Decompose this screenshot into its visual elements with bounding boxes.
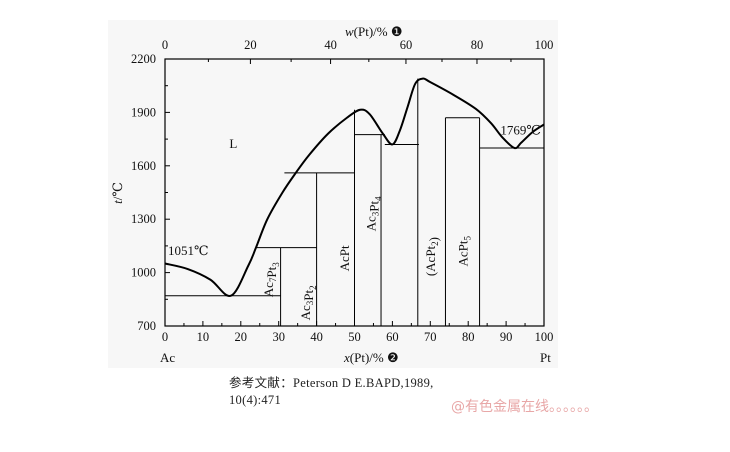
axis-ticks: 0 10 20 30 40 50 60 70 80 90 1000 20 40 60 80 100700100…: [131, 38, 553, 344]
phase-label-part: 3: [271, 262, 281, 267]
phase-label-acpt5: AcPt5: [455, 235, 472, 266]
phase-label-part: Pt: [264, 266, 279, 277]
phase-label-part: 2: [430, 241, 440, 246]
bottom-tick-label: 50: [348, 330, 361, 344]
phase-label-acpt: AcPt: [337, 245, 352, 271]
bottom-axis-left-end-label: Ac: [160, 350, 175, 365]
phase-label-part: 3: [370, 211, 380, 216]
phase-label-part: ): [426, 237, 441, 241]
phase-label-part: AcPt: [337, 245, 352, 271]
bottom-tick-label: 40: [310, 330, 323, 344]
y-tick-label: 2200: [131, 52, 156, 66]
bottom-tick-label: 70: [424, 330, 437, 344]
reference-line-1: 参考文献：Peterson D E.BAPD,1989,: [229, 376, 434, 390]
phase-label-ac3pt4: Ac3Pt4: [363, 196, 383, 232]
top-tick-label: 0: [162, 38, 168, 52]
annotation-liquid: L: [229, 136, 237, 151]
y-axis-title: t/℃: [110, 182, 125, 204]
bottom-tick-label: 30: [272, 330, 285, 344]
reference-line-2: 10(4):471: [229, 393, 281, 407]
top-tick-label: 20: [244, 38, 257, 52]
liquidus-curve: [164, 77, 545, 297]
top-tick-label: 100: [535, 38, 554, 52]
phase-label-part: 3: [305, 300, 315, 305]
bottom-tick-label: 100: [535, 330, 554, 344]
phase-label-acpt2: (AcPt2): [423, 237, 441, 276]
phase-label-part: 4: [373, 196, 383, 201]
bottom-tick-label: 10: [197, 330, 210, 344]
phase-label-part: (AcPt: [423, 245, 438, 276]
top-tick-label: 80: [471, 38, 484, 52]
bottom-axis-right-end-label: Pt: [540, 350, 551, 365]
phase-label-part: Pt: [301, 289, 316, 300]
phase-labels: L1051℃1769℃Ac7Pt3Ac3Pt2AcPtAc3Pt4(AcPt2)…: [168, 123, 541, 321]
phase-label-part: 7: [268, 277, 278, 282]
phase-boundaries: [165, 78, 544, 326]
bottom-tick-label: 60: [386, 330, 399, 344]
y-tick-label: 1300: [131, 212, 156, 226]
bottom-tick-label: 80: [462, 330, 475, 344]
watermark: @有色金属在线。。。。。。: [451, 399, 598, 415]
bottom-axis-title: x(Pt)/% ❷: [343, 350, 399, 365]
phase-label-part: Ac: [298, 305, 313, 320]
top-tick-label: 40: [324, 38, 337, 52]
top-tick-label: 60: [400, 38, 413, 52]
phase-label-part: Ac: [261, 282, 276, 297]
figure-panel-background: [108, 20, 558, 368]
phase-label-ac7pt3: Ac7Pt3: [261, 262, 281, 298]
phase-label-part: Pt: [366, 200, 381, 211]
phase-label-part: 2: [308, 285, 318, 290]
y-tick-label: 1900: [131, 105, 156, 119]
bottom-tick-label: 0: [162, 330, 168, 344]
y-tick-label: 700: [137, 319, 156, 333]
bottom-tick-label: 90: [500, 330, 513, 344]
top-axis-title: w(Pt)/% ❶: [345, 24, 403, 39]
bottom-tick-label: 20: [235, 330, 248, 344]
phase-label-ac3pt2: Ac3Pt2: [298, 285, 318, 320]
phase-label-part: 5: [462, 235, 472, 240]
y-tick-label: 1600: [131, 159, 156, 173]
phase-label-part: Ac: [363, 216, 378, 231]
y-tick-label: 1000: [131, 266, 156, 280]
phase-label-part: AcPt: [455, 240, 470, 266]
annotation-mp-pt: 1769℃: [500, 123, 541, 138]
annotation-mp-ac: 1051℃: [168, 243, 209, 258]
